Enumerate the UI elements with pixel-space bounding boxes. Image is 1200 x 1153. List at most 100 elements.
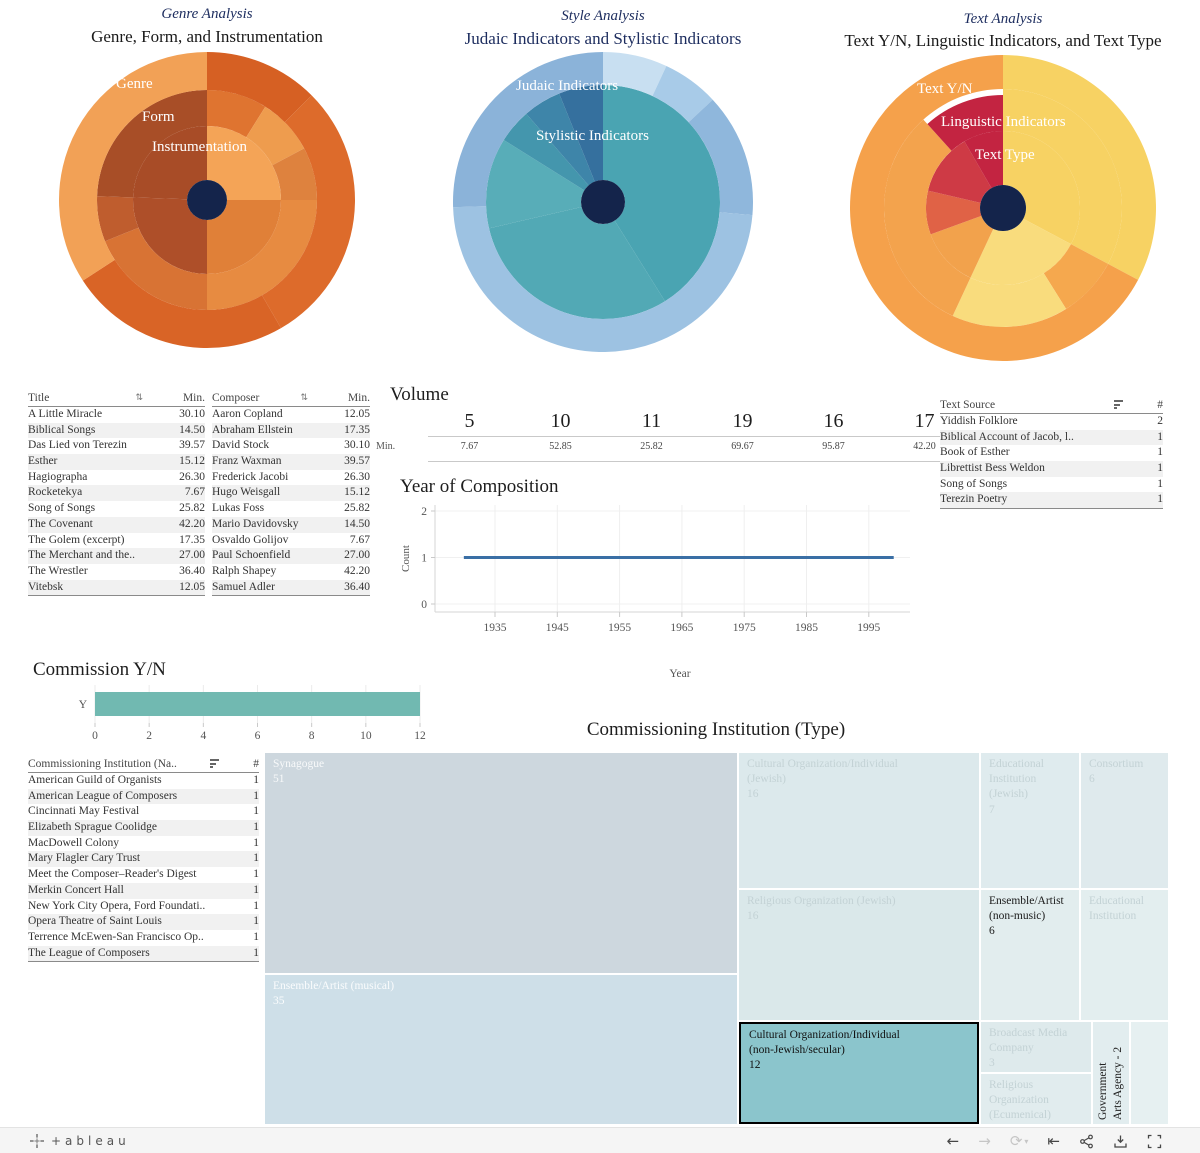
sunburst-segment[interactable] <box>262 95 355 329</box>
volume-column[interactable]: 10 52.85 <box>515 408 606 459</box>
sunburst-segment[interactable] <box>603 85 720 302</box>
table-row[interactable]: Osvaldo Golijov 7.67 <box>212 533 370 549</box>
table-row[interactable]: Frederick Jacobi 26.30 <box>212 470 370 486</box>
year-of-composition-chart[interactable]: 2 1 0 1935 1945 1955 1965 1975 1985 1995 Count <box>385 493 930 658</box>
column-header-title[interactable]: Title <box>28 391 50 404</box>
sunburst-segment[interactable] <box>925 190 982 235</box>
table-row[interactable]: Terezin Poetry 1 <box>940 492 1163 509</box>
column-header-min[interactable]: Min. <box>347 391 370 404</box>
genre-sunburst-chart[interactable] <box>59 52 355 348</box>
sunburst-segment[interactable] <box>486 140 585 229</box>
column-header-commissioning-institution[interactable]: Commissioning Institution (Na.. <box>28 757 177 770</box>
table-row[interactable]: Song of Songs 1 <box>940 477 1163 493</box>
table-row[interactable]: Hugo Weisgall 15.12 <box>212 485 370 502</box>
fullscreen-button[interactable] <box>1147 1134 1162 1149</box>
redo-button[interactable]: → <box>978 1131 991 1150</box>
table-row[interactable]: American League of Composers 1 <box>28 788 259 805</box>
treemap-tile[interactable]: Cultural Organization/Individual (non-Je… <box>739 1022 979 1124</box>
volume-column[interactable]: 17 42.20 <box>879 408 970 459</box>
reset-button[interactable]: ⇤ <box>1047 1131 1060 1150</box>
sunburst-segment[interactable] <box>207 200 281 274</box>
sunburst-segment[interactable] <box>970 218 1071 286</box>
sunburst-segment[interactable] <box>453 52 603 208</box>
column-header-min[interactable]: Min. <box>182 391 205 404</box>
treemap-tile[interactable]: Broadcast Media Company 3 <box>981 1022 1091 1072</box>
sort-descending-icon[interactable] <box>1114 399 1123 411</box>
sunburst-segment[interactable] <box>97 196 139 242</box>
table-row[interactable]: Paul Schoenfield 27.00 <box>212 548 370 564</box>
text-sunburst-chart[interactable] <box>850 55 1156 361</box>
table-row[interactable]: Biblical Songs 14.50 <box>28 422 205 439</box>
sort-icon[interactable]: ⇅ <box>135 392 143 403</box>
sunburst-segment[interactable] <box>133 126 207 200</box>
treemap-tile[interactable]: Ensemble/Artist (non-music) 6 <box>981 890 1079 1020</box>
table-row[interactable]: The Wrestler 36.40 <box>28 564 205 580</box>
treemap-tile[interactable]: Religious Organization (Ecumenical) <box>981 1074 1091 1124</box>
sunburst-segment[interactable] <box>207 200 317 310</box>
sunburst-segment[interactable] <box>97 90 207 198</box>
sunburst-segment[interactable] <box>930 215 994 278</box>
replay-button[interactable]: ⟳ ▾ <box>1009 1131 1029 1150</box>
table-row[interactable]: Song of Songs 25.82 <box>28 501 205 517</box>
column-header-count[interactable]: # <box>1157 398 1163 411</box>
sort-icon[interactable]: ⇅ <box>300 392 308 403</box>
table-row[interactable]: Franz Waxman 39.57 <box>212 454 370 470</box>
sunburst-segment[interactable] <box>246 106 305 166</box>
table-row[interactable]: American Guild of Organists 1 <box>28 773 259 789</box>
table-row[interactable]: Das Lied von Terezin 39.57 <box>28 438 205 454</box>
undo-button[interactable]: ← <box>946 1131 960 1150</box>
style-sunburst-chart[interactable] <box>453 52 753 352</box>
tableau-logo[interactable]: +ableau <box>30 1134 130 1148</box>
table-row[interactable]: Meet the Composer–Reader's Digest 1 <box>28 867 259 883</box>
table-row[interactable]: Ralph Shapey 42.20 <box>212 564 370 580</box>
sunburst-segment[interactable] <box>133 197 207 274</box>
table-row[interactable]: Samuel Adler 36.40 <box>212 579 370 596</box>
sunburst-segment[interactable] <box>272 148 317 200</box>
treemap-tile[interactable]: Educational Institution (Jewish) 7 <box>981 753 1079 888</box>
volume-column[interactable]: 11 25.82 <box>606 408 697 459</box>
table-row[interactable]: Yiddish Folklore 2 <box>940 414 1163 430</box>
table-row[interactable]: Aaron Copland 12.05 <box>212 407 370 423</box>
treemap-tile[interactable]: Consortium 6 <box>1081 753 1168 888</box>
treemap-tile[interactable]: Cultural Organization/Individual (Jewish… <box>739 753 979 888</box>
table-row[interactable]: The Merchant and the.. 27.00 <box>28 548 205 564</box>
table-row[interactable]: Biblical Account of Jacob, l.. 1 <box>940 429 1163 446</box>
table-row[interactable]: Librettist Bess Weldon 1 <box>940 461 1163 477</box>
sunburst-segment[interactable] <box>688 99 753 216</box>
table-row[interactable]: Opera Theatre of Saint Louis 1 <box>28 914 259 930</box>
download-button[interactable] <box>1113 1134 1128 1149</box>
table-row[interactable]: Mary Flagler Cary Trust 1 <box>28 851 259 868</box>
table-row[interactable]: Abraham Ellstein 17.35 <box>212 422 370 439</box>
table-row[interactable]: A Little Miracle 30.10 <box>28 407 205 423</box>
column-header-composer[interactable]: Composer <box>212 391 260 404</box>
sunburst-segment[interactable] <box>1003 89 1123 264</box>
sunburst-segment[interactable] <box>559 85 603 182</box>
table-row[interactable]: Esther 15.12 <box>28 454 205 470</box>
column-header-text-source[interactable]: Text Source <box>940 398 996 411</box>
volume-column[interactable]: 19 69.67 <box>697 408 788 459</box>
table-row[interactable]: The League of Composers 1 <box>28 945 259 962</box>
treemap-tile[interactable] <box>1131 1022 1168 1124</box>
treemap-tile[interactable]: Government Arts Agency - 2 <box>1093 1022 1129 1124</box>
sunburst-segment[interactable] <box>82 259 281 348</box>
treemap-tile[interactable]: Religious Organization (Jewish) 16 <box>739 890 979 1020</box>
sunburst-segment[interactable] <box>489 206 665 319</box>
table-row[interactable]: Lukas Foss 25.82 <box>212 501 370 517</box>
sunburst-segment[interactable] <box>964 131 1004 189</box>
sunburst-segment[interactable] <box>105 227 207 311</box>
table-row[interactable]: The Covenant 42.20 <box>28 516 205 533</box>
sunburst-segment[interactable] <box>1003 55 1156 280</box>
table-row[interactable]: Mario Davidovsky 14.50 <box>212 516 370 533</box>
sunburst-segment[interactable] <box>526 93 595 186</box>
volume-column[interactable]: 5 7.67 <box>424 408 515 459</box>
sunburst-segment[interactable] <box>453 206 753 352</box>
sunburst-segment[interactable] <box>927 95 1003 151</box>
treemap-tile[interactable]: Ensemble/Artist (musical) 35 <box>265 975 737 1124</box>
sunburst-segment[interactable] <box>503 113 589 191</box>
sunburst-segment[interactable] <box>1003 131 1081 245</box>
sunburst-segment[interactable] <box>952 273 1067 328</box>
table-row[interactable]: Vitebsk 12.05 <box>28 579 205 596</box>
table-row[interactable]: The Golem (excerpt) 17.35 <box>28 533 205 549</box>
sunburst-segment[interactable] <box>927 141 992 203</box>
table-row[interactable]: Cincinnati May Festival 1 <box>28 804 259 820</box>
